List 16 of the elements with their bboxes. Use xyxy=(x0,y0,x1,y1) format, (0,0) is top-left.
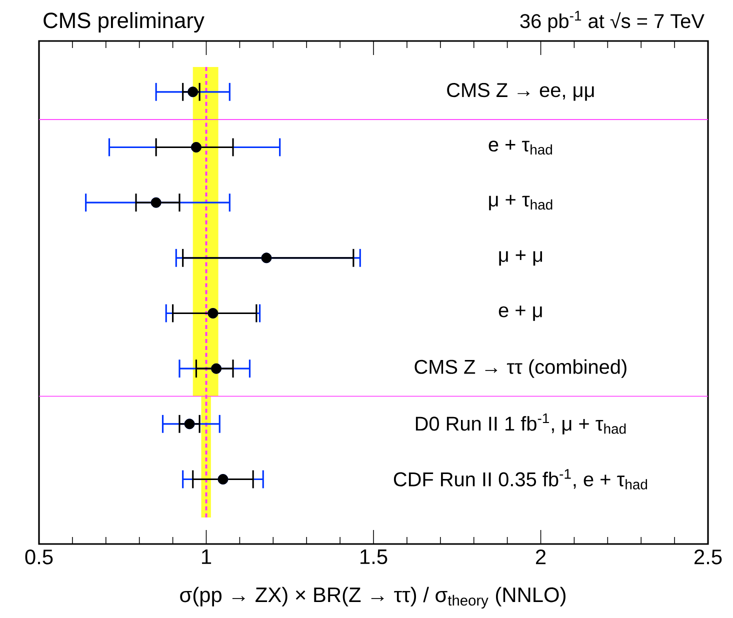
x-tick-label: 1 xyxy=(202,550,212,564)
y-tick-label: e + τ$_{had}$ xyxy=(488,140,552,155)
y-tick-label: CMS Z → ττ (combined) xyxy=(414,359,626,378)
chart-subtitle: 36 pb$^{-1}$ at √s = 7 TeV xyxy=(520,10,704,32)
x-axis-title: σ(pp → ZX) × BR(Z → ττ) / σ$_{theory}$ (NNLO) xyxy=(180,586,566,609)
y-tick-label: CDF Run II 0.35 fb$^{-1}$, e + τ$_{had}$ xyxy=(394,469,648,490)
x-tick-label: 1.5 xyxy=(360,550,388,564)
x-tick-label: 0.5 xyxy=(25,550,53,564)
x-tick-label: 2 xyxy=(536,550,546,564)
y-tick-label: CMS Z → ee, μμ xyxy=(447,83,594,101)
y-tick-label: μ + μ xyxy=(499,250,542,266)
x-tick-label: 2.5 xyxy=(694,550,722,564)
y-tick-label: μ + τ$_{had}$ xyxy=(489,194,552,210)
chart-title: CMS preliminary xyxy=(44,12,204,33)
y-tick-label: e + μ xyxy=(498,306,542,321)
y-tick-label: D0 Run II 1 fb$^{-1}$, μ + τ$_{had}$ xyxy=(416,413,626,434)
